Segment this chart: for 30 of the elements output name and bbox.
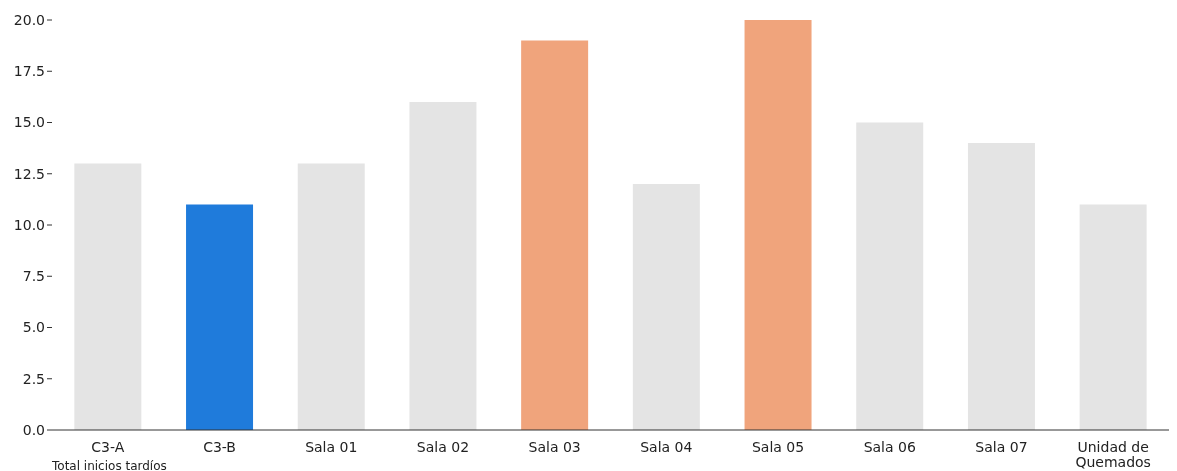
y-tick-label: 0.0 [22,421,45,438]
bar [521,40,589,430]
bar [744,20,812,430]
bar [409,102,477,430]
x-tick-label: Sala 07 [975,439,1028,455]
bar [1079,204,1147,430]
x-tick-label: Sala 01 [305,439,358,455]
y-tick-label: 7.5 [22,268,45,285]
bar [856,122,924,430]
bar [632,184,700,430]
x-tick-label: Sala 06 [863,439,916,455]
x-tick-label: Sala 02 [416,439,470,455]
x-tick-label: Sala 05 [751,439,805,455]
x-tick-label: C3-B [203,439,236,455]
bar [967,143,1035,430]
y-tick-label: 2.5 [22,370,45,387]
y-tick-label: 5.0 [22,319,45,336]
x-tick-label: C3-A [91,439,125,455]
x-tick-label: Sala 04 [640,439,693,455]
y-tick-label: 20.0 [13,11,45,28]
x-tick-label: Unidad de Quemados [1075,439,1151,470]
y-tick-label: 12.5 [13,165,45,182]
bar [186,204,254,430]
x-axis-title: Total inicios tardíos [51,459,167,471]
y-tick-label: 10.0 [13,216,45,233]
bar [74,163,142,430]
x-tick-label: Sala 03 [528,439,581,455]
y-tick-label: 17.5 [13,63,45,80]
bar [297,163,365,430]
y-tick-label: 15.0 [13,114,45,131]
